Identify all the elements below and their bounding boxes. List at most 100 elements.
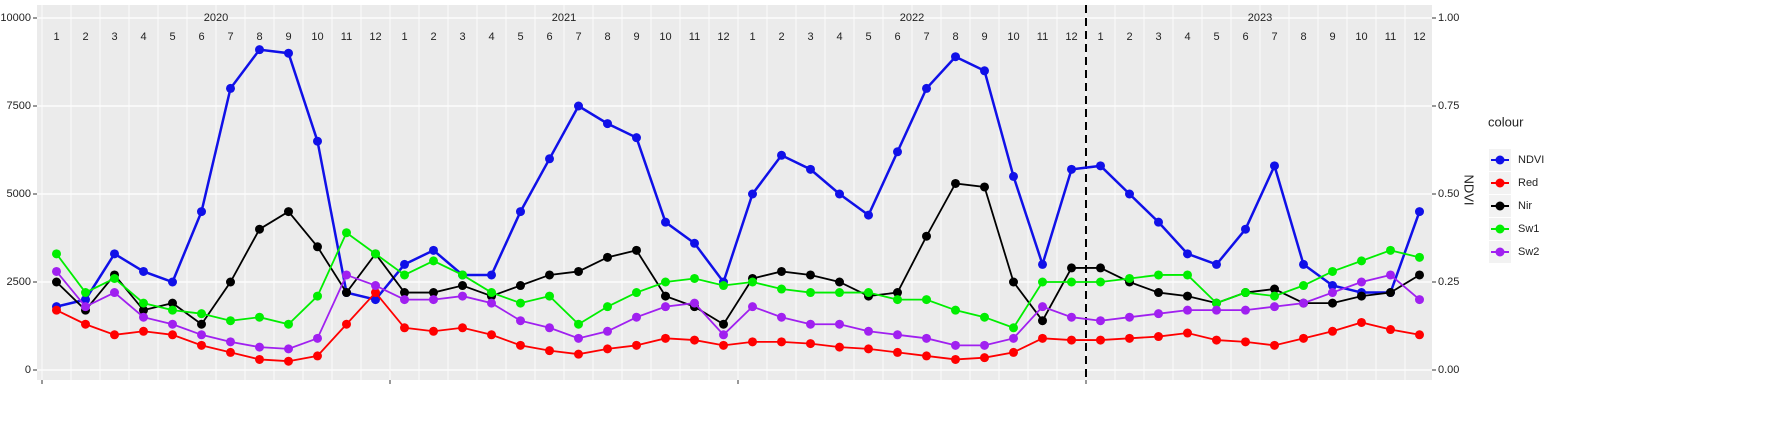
data-point (632, 312, 641, 322)
data-point (313, 351, 322, 361)
data-point (922, 333, 931, 343)
data-point (864, 344, 873, 354)
data-point (81, 288, 90, 298)
month-label: 7 (923, 31, 929, 43)
data-point (864, 288, 873, 298)
data-point (400, 288, 409, 298)
data-point (806, 319, 815, 329)
legend-marker (1495, 224, 1505, 234)
data-point (342, 319, 351, 329)
month-label: 1 (1097, 31, 1103, 43)
data-point (197, 340, 206, 350)
month-label: 2 (82, 31, 88, 43)
month-label: 9 (285, 31, 291, 43)
data-point (545, 270, 554, 280)
data-point (951, 178, 960, 188)
data-point (806, 270, 815, 280)
data-point (1386, 270, 1395, 280)
y2-tick-label: 0.75 (1438, 100, 1459, 112)
data-point (632, 133, 641, 143)
data-point (1067, 277, 1076, 287)
data-point (110, 273, 119, 283)
data-point (603, 302, 612, 312)
data-point (980, 340, 989, 350)
data-point (1096, 335, 1105, 345)
data-point (893, 330, 902, 340)
data-point (458, 281, 467, 291)
month-label: 3 (807, 31, 813, 43)
month-label: 4 (1184, 31, 1190, 43)
data-point (1183, 249, 1192, 259)
data-point (1154, 217, 1163, 227)
data-point (487, 330, 496, 340)
data-point (458, 323, 467, 333)
data-point (1415, 252, 1424, 262)
data-point (835, 288, 844, 298)
data-point (313, 291, 322, 301)
data-point (1241, 337, 1250, 347)
data-point (661, 302, 670, 312)
data-point (284, 48, 293, 58)
legend-marker (1495, 155, 1505, 165)
data-point (1415, 330, 1424, 340)
month-label: 4 (488, 31, 494, 43)
data-point (487, 288, 496, 298)
data-point (342, 288, 351, 298)
data-point (777, 337, 786, 347)
month-label: 4 (836, 31, 842, 43)
data-point (1038, 316, 1047, 326)
data-point (1241, 224, 1250, 234)
panel (37, 5, 1432, 380)
month-label: 10 (1355, 31, 1367, 43)
data-point (1067, 164, 1076, 174)
legend-label: Sw1 (1518, 223, 1539, 235)
data-point (1415, 295, 1424, 305)
legend-label: Nir (1518, 200, 1532, 212)
data-point (1270, 161, 1279, 171)
data-point (342, 228, 351, 238)
data-point (371, 281, 380, 291)
data-point (806, 288, 815, 298)
data-point (516, 316, 525, 326)
data-point (1328, 281, 1337, 291)
data-point (1357, 291, 1366, 301)
month-label: 7 (1271, 31, 1277, 43)
data-point (806, 339, 815, 349)
data-point (487, 270, 496, 280)
data-point (429, 245, 438, 255)
data-point (1299, 298, 1308, 308)
data-point (1096, 316, 1105, 326)
data-point (922, 295, 931, 305)
data-point (719, 281, 728, 291)
data-point (255, 224, 264, 234)
y-tick-label: 5000 (7, 188, 31, 200)
data-point (226, 337, 235, 347)
month-label: 5 (169, 31, 175, 43)
data-point (139, 312, 148, 322)
data-point (719, 319, 728, 329)
data-point (52, 266, 61, 276)
data-point (1212, 259, 1221, 269)
data-point (168, 319, 177, 329)
data-point (342, 270, 351, 280)
month-label: 8 (952, 31, 958, 43)
legend-label: Sw2 (1518, 246, 1539, 258)
data-point (603, 119, 612, 129)
data-point (284, 319, 293, 329)
data-point (168, 330, 177, 340)
data-point (690, 238, 699, 248)
data-point (661, 277, 670, 287)
data-point (980, 182, 989, 192)
data-point (429, 288, 438, 298)
data-point (893, 147, 902, 157)
data-point (603, 252, 612, 262)
data-point (1270, 291, 1279, 301)
data-point (835, 319, 844, 329)
month-label: 5 (517, 31, 523, 43)
data-point (1125, 333, 1134, 343)
legend-marker (1495, 247, 1505, 257)
month-label: 1 (749, 31, 755, 43)
data-point (1154, 288, 1163, 298)
data-point (719, 330, 728, 340)
